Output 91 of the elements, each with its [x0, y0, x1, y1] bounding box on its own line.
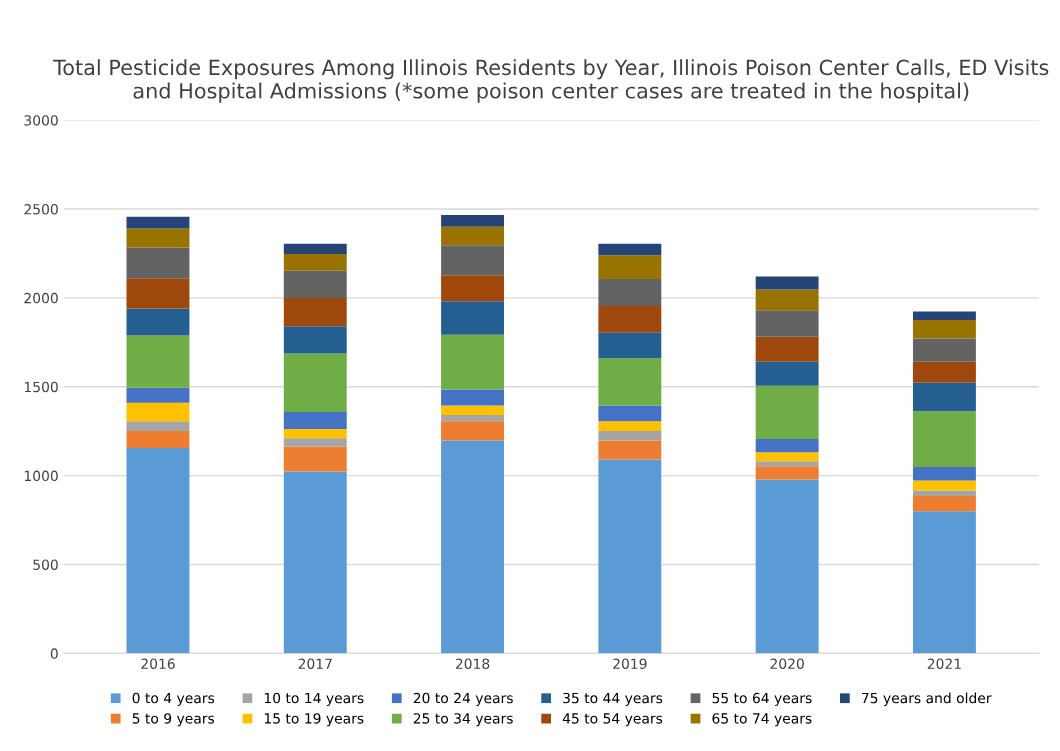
- bar: [126, 308, 190, 336]
- chart-title: Total Pesticide Exposures Among Illinois Residents by Year, Illinois Poison Center Calls, ED Visits and Hospital Admissions (*some poison center cases are treated in the hospital): [53, 59, 1049, 103]
- bar: [441, 301, 505, 335]
- bar: [283, 326, 347, 354]
- bar: [598, 431, 662, 441]
- x-tick-label: 2018: [455, 658, 490, 669]
- bar: [755, 479, 819, 654]
- bar: [598, 332, 662, 359]
- legend-label: 15 to 19 years: [264, 713, 364, 727]
- bar: [912, 480, 976, 491]
- y-tick-label: 2500: [24, 204, 58, 215]
- bar: [283, 438, 347, 447]
- bar: [912, 411, 976, 467]
- y-tick-label: 2000: [24, 292, 58, 304]
- bar: [598, 279, 662, 307]
- bar: [126, 278, 190, 309]
- bar: [441, 215, 505, 227]
- bar: [755, 439, 819, 453]
- legend-label: 75 years and older: [861, 692, 992, 706]
- bar: [755, 452, 819, 462]
- legend-label: 5 to 9 years: [132, 713, 215, 727]
- legend-label: 0 to 4 years: [132, 692, 215, 706]
- bar: [912, 511, 976, 654]
- bar: [598, 459, 662, 654]
- bar: [755, 466, 819, 480]
- bar: [598, 358, 662, 406]
- y-tick-label: 500: [33, 559, 58, 570]
- legend-label: 45 to 54 years: [562, 713, 663, 727]
- bar: [441, 389, 505, 406]
- y-tick-label: 3000: [24, 115, 58, 126]
- x-tick-label: 2020: [770, 658, 804, 669]
- bar: [441, 415, 505, 422]
- bar: [755, 276, 819, 290]
- bar: [283, 471, 347, 654]
- bar: [283, 446, 347, 472]
- bar: [441, 226, 505, 246]
- bar: [755, 361, 819, 386]
- bar: [283, 353, 347, 412]
- legend-label: 55 to 64 years: [712, 692, 812, 706]
- x-tick-label: 2016: [141, 658, 175, 669]
- bar: [126, 247, 190, 279]
- legend-label: 65 to 74 years: [712, 713, 812, 727]
- bar: [912, 382, 976, 412]
- bar: [755, 461, 819, 467]
- bar: [441, 275, 505, 302]
- bar: [441, 245, 505, 276]
- legend-label: 10 to 14 years: [264, 692, 364, 706]
- bar: [598, 243, 662, 256]
- bar: [283, 270, 347, 298]
- bar: [126, 216, 190, 229]
- y-tick-label: 1000: [24, 470, 58, 482]
- bar: [283, 429, 347, 439]
- bar: [755, 289, 819, 311]
- legend-label: 20 to 24 years: [413, 692, 513, 706]
- bar: [441, 334, 505, 390]
- x-tick-label: 2019: [613, 658, 647, 669]
- bar: [755, 310, 819, 337]
- bar: [126, 335, 190, 388]
- bar: [126, 421, 190, 432]
- bar: [126, 402, 190, 422]
- bar: [283, 243, 347, 254]
- bar: [912, 466, 976, 481]
- bar: [598, 255, 662, 280]
- y-tick-label: 0: [50, 648, 58, 659]
- bar: [598, 440, 662, 460]
- bar: [912, 320, 976, 339]
- bar: [283, 297, 347, 327]
- bar: [441, 405, 505, 416]
- bar: [912, 338, 976, 362]
- x-tick-label: 2021: [927, 658, 961, 669]
- bar: [598, 405, 662, 422]
- bar: [126, 447, 190, 654]
- bar: [912, 311, 976, 321]
- bar: [598, 421, 662, 432]
- bar: [441, 440, 505, 654]
- bar: [755, 385, 819, 440]
- y-tick-label: 1500: [24, 381, 58, 393]
- bar: [126, 228, 190, 248]
- legend-label: 25 to 34 years: [413, 713, 513, 727]
- bar: [598, 306, 662, 333]
- legend-label: 35 to 44 years: [563, 692, 663, 706]
- bar: [283, 412, 347, 430]
- bar: [912, 361, 976, 383]
- bar: [126, 387, 190, 403]
- bar: [126, 431, 190, 448]
- bar: [912, 490, 976, 497]
- bar: [755, 336, 819, 362]
- x-tick-label: 2017: [298, 658, 332, 669]
- bar: [283, 254, 347, 271]
- bar: [912, 496, 976, 512]
- bar: [441, 421, 505, 441]
